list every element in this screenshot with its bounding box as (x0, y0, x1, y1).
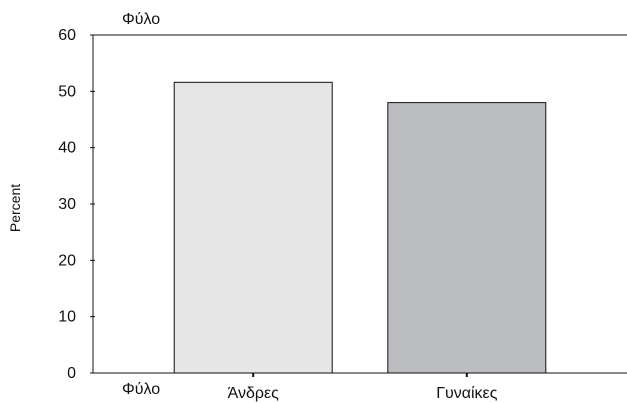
y-tick-label-1: 10 (58, 309, 76, 326)
x-tick-label-0: Άνδρες (228, 385, 280, 402)
y-tick-label-3: 30 (58, 196, 76, 213)
chart-title: Φύλο (122, 11, 160, 28)
x-tick-label-1: Γυναίκες (436, 385, 498, 402)
x-axis-label: Φύλο (122, 381, 160, 398)
y-axis-label: Percent (7, 184, 23, 232)
y-tick-label-0: 0 (67, 365, 76, 382)
x-axis-ticks: Άνδρες Γυναίκες (228, 373, 498, 402)
y-axis-ticks: 0 10 20 30 40 50 60 (58, 27, 95, 382)
bar-0 (173, 81, 333, 374)
y-tick-label-4: 40 (58, 140, 76, 157)
y-tick-label-6: 60 (58, 27, 76, 44)
bar-1 (387, 102, 547, 374)
y-tick-label-2: 20 (58, 252, 76, 269)
plot-frame (92, 34, 627, 374)
y-tick-label-5: 50 (58, 83, 76, 100)
bars (173, 81, 547, 374)
